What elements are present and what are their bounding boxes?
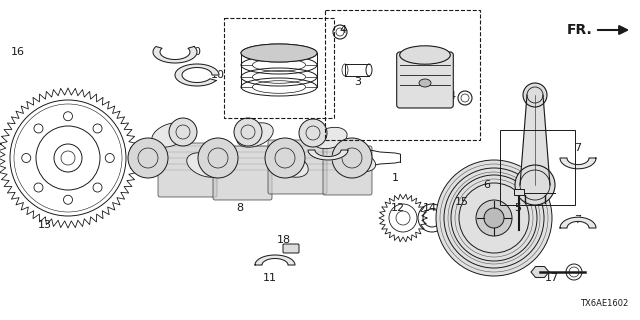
Text: 18: 18 xyxy=(277,235,291,245)
Text: 16: 16 xyxy=(11,47,25,57)
Polygon shape xyxy=(175,64,219,86)
Ellipse shape xyxy=(241,44,317,62)
Circle shape xyxy=(332,138,372,178)
Text: 14: 14 xyxy=(423,203,437,213)
Text: 10: 10 xyxy=(188,47,202,57)
Text: 3: 3 xyxy=(355,77,362,87)
Circle shape xyxy=(128,138,168,178)
Text: 5: 5 xyxy=(515,203,522,213)
Text: 17: 17 xyxy=(545,273,559,283)
Circle shape xyxy=(515,165,555,205)
Text: 1: 1 xyxy=(392,173,399,183)
Ellipse shape xyxy=(272,153,308,177)
Polygon shape xyxy=(153,46,197,63)
Circle shape xyxy=(436,160,552,276)
Circle shape xyxy=(523,83,547,107)
Ellipse shape xyxy=(152,123,188,147)
Circle shape xyxy=(451,175,537,261)
Bar xyxy=(500,130,575,205)
Circle shape xyxy=(198,138,238,178)
Ellipse shape xyxy=(313,127,347,149)
Polygon shape xyxy=(560,158,596,169)
Text: 8: 8 xyxy=(236,203,244,213)
Text: 4: 4 xyxy=(339,25,347,35)
Ellipse shape xyxy=(187,153,223,177)
FancyBboxPatch shape xyxy=(283,244,299,253)
Polygon shape xyxy=(560,217,596,228)
Circle shape xyxy=(459,183,529,253)
Circle shape xyxy=(265,138,305,178)
Polygon shape xyxy=(308,150,348,160)
Bar xyxy=(325,10,480,140)
Circle shape xyxy=(234,118,262,146)
Ellipse shape xyxy=(344,152,376,172)
Polygon shape xyxy=(255,255,295,265)
Text: 4: 4 xyxy=(449,91,456,101)
Circle shape xyxy=(299,119,327,147)
FancyBboxPatch shape xyxy=(268,140,327,194)
Text: 2: 2 xyxy=(287,150,294,160)
Circle shape xyxy=(169,118,197,146)
Text: TX6AE1602: TX6AE1602 xyxy=(580,299,628,308)
Text: 7: 7 xyxy=(575,143,582,153)
FancyBboxPatch shape xyxy=(158,143,217,197)
Text: 6: 6 xyxy=(483,180,490,190)
FancyBboxPatch shape xyxy=(213,146,272,200)
Polygon shape xyxy=(531,267,549,277)
Ellipse shape xyxy=(419,79,431,87)
Bar xyxy=(224,18,334,118)
Text: FR.: FR. xyxy=(566,23,592,37)
Text: 13: 13 xyxy=(38,220,52,230)
Text: 15: 15 xyxy=(455,197,469,207)
FancyBboxPatch shape xyxy=(323,146,372,195)
FancyBboxPatch shape xyxy=(397,52,453,108)
Text: 11: 11 xyxy=(263,273,277,283)
Text: 12: 12 xyxy=(391,203,405,213)
Ellipse shape xyxy=(400,46,451,64)
Text: 10: 10 xyxy=(211,70,225,80)
Text: 7: 7 xyxy=(575,215,582,225)
Circle shape xyxy=(444,168,544,268)
Text: 9: 9 xyxy=(339,143,346,153)
Circle shape xyxy=(476,200,512,236)
Bar xyxy=(514,189,524,195)
Ellipse shape xyxy=(237,123,273,147)
Polygon shape xyxy=(520,95,550,185)
Circle shape xyxy=(484,208,504,228)
